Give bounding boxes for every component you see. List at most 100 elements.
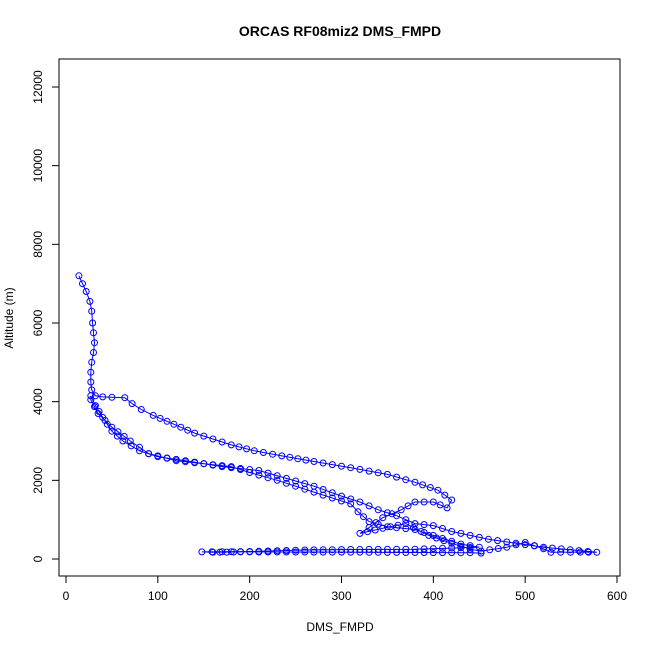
data-point	[409, 524, 417, 531]
data-point	[184, 426, 192, 434]
data-point	[310, 488, 318, 496]
data-point	[547, 548, 555, 556]
data-point	[91, 392, 99, 400]
y-tick-label: 12000	[31, 70, 45, 104]
data-point	[328, 546, 336, 554]
data-point	[557, 548, 565, 556]
y-tick-label: 10000	[31, 149, 45, 183]
data-point	[264, 474, 272, 482]
data-point	[218, 462, 226, 470]
data-point	[402, 545, 410, 553]
data-point	[439, 549, 446, 557]
x-tick-label: 100	[148, 589, 168, 603]
data-point	[347, 546, 355, 553]
x-tick-label: 600	[607, 589, 627, 603]
data-point	[374, 548, 382, 556]
data-point	[360, 513, 367, 521]
data-point	[108, 393, 116, 401]
data-point	[127, 442, 135, 450]
data-point	[457, 529, 465, 537]
data-point	[200, 460, 208, 468]
data-point	[94, 410, 102, 417]
x-axis: 0 100 200 300 400 500 600	[63, 575, 627, 603]
data-point	[356, 465, 364, 473]
data-point	[439, 525, 446, 532]
data-point	[88, 307, 96, 315]
data-point	[576, 548, 584, 556]
data-point	[243, 445, 251, 453]
data-point	[310, 458, 318, 465]
data-point	[216, 548, 224, 556]
data-point	[457, 549, 465, 557]
data-point	[246, 548, 254, 556]
y-tick-label: 0	[31, 555, 45, 562]
data-point	[198, 548, 206, 556]
data-point	[209, 548, 217, 556]
data-point	[119, 437, 127, 445]
data-point	[338, 462, 345, 470]
data-point	[209, 461, 217, 469]
data-point	[374, 545, 382, 553]
data-point	[448, 496, 456, 504]
data-point	[388, 510, 396, 518]
data-point	[328, 461, 336, 469]
y-axis: 0 2000 4000 6000 8000 10000 12000	[31, 70, 60, 562]
data-point	[411, 545, 419, 553]
data-point	[223, 548, 231, 556]
data-point	[567, 548, 574, 556]
data-point	[426, 484, 434, 491]
data-point	[477, 547, 485, 555]
data-point	[338, 546, 345, 554]
data-point	[149, 411, 157, 419]
data-point	[374, 506, 382, 514]
data-point	[82, 288, 90, 295]
data-point	[75, 272, 83, 280]
data-point	[584, 548, 592, 555]
data-point	[136, 447, 143, 455]
data-point	[88, 358, 96, 366]
data-point	[310, 546, 318, 554]
data-point	[466, 531, 474, 539]
data-point	[521, 541, 529, 549]
data-point	[585, 548, 592, 556]
data-point	[87, 392, 95, 400]
x-tick-label: 400	[423, 589, 443, 603]
y-tick-label: 6000	[31, 309, 45, 336]
data-point	[436, 501, 444, 509]
data-point	[402, 516, 410, 524]
data-point	[365, 545, 373, 553]
data-point	[301, 485, 309, 493]
data-point	[448, 539, 456, 547]
data-point	[310, 548, 318, 556]
data-point	[99, 393, 107, 401]
data-point	[365, 467, 373, 475]
data-point	[448, 528, 456, 535]
data-point	[250, 447, 258, 455]
data-point	[108, 423, 116, 431]
data-point	[365, 518, 373, 526]
data-point	[338, 492, 345, 500]
data-point	[338, 548, 345, 556]
data-point	[365, 502, 373, 510]
data-point	[540, 543, 547, 551]
data-point	[319, 548, 327, 556]
data-point	[593, 548, 601, 556]
data-point	[282, 474, 290, 482]
data-point	[89, 319, 97, 327]
x-tick-label: 0	[63, 589, 70, 603]
data-point	[163, 417, 171, 425]
data-point	[172, 457, 180, 465]
data-point	[383, 548, 391, 556]
data-point	[237, 466, 244, 473]
data-point	[494, 545, 502, 552]
data-point	[411, 526, 419, 533]
data-point	[347, 464, 355, 472]
data-point	[328, 494, 336, 502]
data-point	[448, 544, 456, 552]
data-point	[420, 549, 428, 556]
data-point	[379, 524, 387, 532]
data-point	[302, 456, 310, 464]
data-point	[417, 528, 425, 535]
data-point	[440, 537, 448, 545]
data-point	[393, 512, 401, 520]
